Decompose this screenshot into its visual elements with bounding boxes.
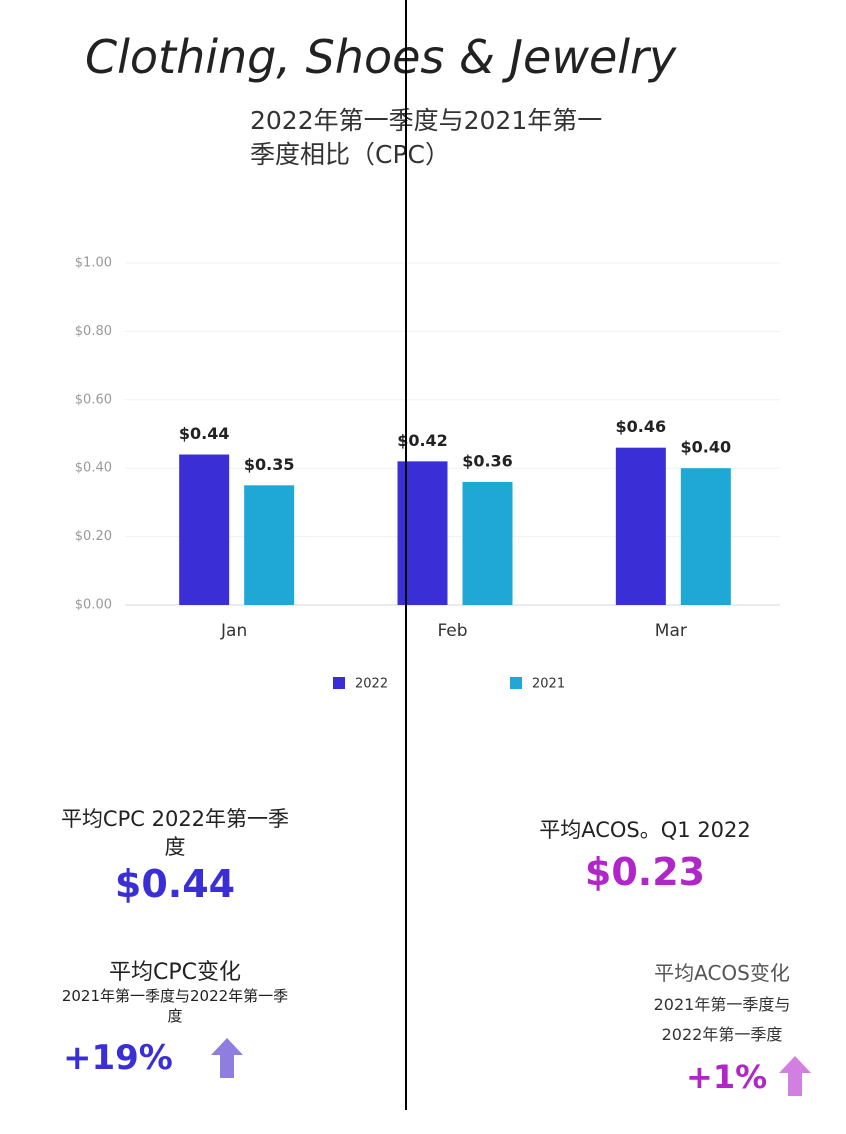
y-tick-label: $1.00 [75,256,112,271]
stat-value: $0.23 [584,850,706,894]
x-tick-label: Mar [655,621,687,641]
stat-sublabel: 2021年第一季度与2022年第一季度 [61,987,289,1025]
value-label: $0.42 [397,431,448,450]
value-label: $0.35 [244,455,295,474]
legend-label: 2022 [355,677,388,692]
bar [179,454,230,605]
stat-label: 平均CPC变化 [109,960,241,985]
bar [244,485,295,605]
bar [680,468,731,605]
up-arrow [211,1038,243,1078]
stat-label: 平均ACOS。Q1 2022 [539,818,751,842]
stat-value: $0.44 [114,862,236,906]
y-tick-label: $0.20 [75,529,112,544]
y-tick-label: $0.00 [75,598,112,613]
stat-value: +1% [686,1058,768,1096]
chart-title: 2022年第一季度与2021年第一季度相比（CPC） [250,106,603,169]
x-tick-label: Jan [220,621,247,641]
y-tick-label: $0.60 [75,392,112,407]
value-label: $0.46 [616,417,667,436]
stat-value: +19% [63,1038,173,1078]
value-label: $0.40 [681,438,732,457]
legend-swatch [333,677,345,689]
y-tick-label: $0.80 [75,324,112,339]
value-label: $0.36 [462,451,513,470]
legend-swatch [510,677,522,689]
stat-sublabel: 2021年第一季度与2022年第一季度 [653,995,791,1044]
stat-label: 平均CPC 2022年第一季度 [60,807,290,859]
bar [615,447,666,605]
legend-label: 2021 [532,677,565,692]
stat-label: 平均ACOS变化 [654,961,790,985]
chart: $0.00 $0.20 $0.40 $0.60 $0.80 $1.00 Jan $0.44 $0… [75,256,780,692]
y-tick-label: $0.40 [75,461,112,476]
up-arrow [779,1056,811,1096]
value-label: $0.44 [179,424,230,443]
divider-line [405,0,407,1110]
page-title: Clothing, Shoes & Jewelry [85,30,677,84]
bar [462,481,513,605]
x-tick-label: Feb [437,621,467,641]
